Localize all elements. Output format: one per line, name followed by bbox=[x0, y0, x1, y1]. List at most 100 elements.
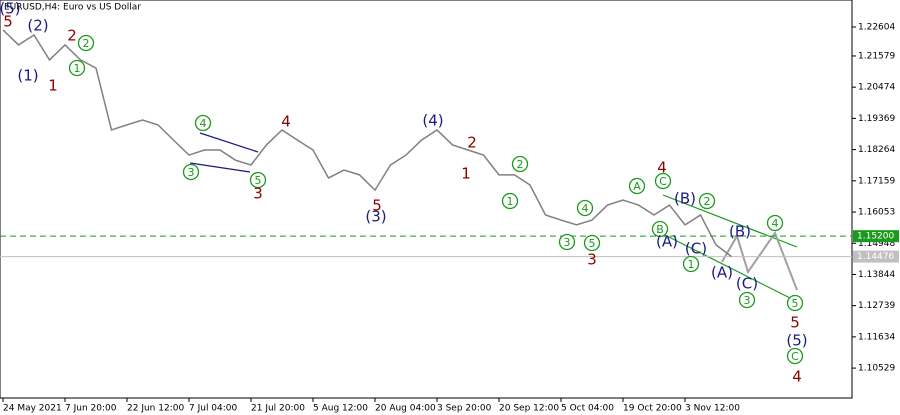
x-tick-label: 7 Jun 20:00 bbox=[65, 404, 117, 414]
wave-label: (1) bbox=[17, 67, 38, 85]
wave-label: 3 bbox=[253, 185, 263, 203]
wave-label: 4 bbox=[657, 159, 667, 177]
x-tick-label: 24 May 2021 bbox=[3, 404, 62, 414]
wave-label: 5 bbox=[255, 174, 262, 187]
trendline bbox=[189, 162, 251, 173]
wave-label: 5 bbox=[792, 297, 799, 310]
price-level-label: 1.15200 bbox=[857, 232, 894, 242]
x-tick-label: 22 Jun 12:00 bbox=[127, 404, 184, 414]
price-level-box bbox=[853, 250, 899, 263]
price-level-label: 1.14476 bbox=[857, 252, 894, 262]
wave-label: 2 bbox=[517, 158, 524, 171]
wave-circle bbox=[194, 114, 212, 132]
y-tick-label: 1.19369 bbox=[858, 114, 895, 124]
wave-label: 1 bbox=[688, 258, 695, 271]
wave-label: 5 bbox=[589, 237, 596, 250]
plot-area bbox=[0, 0, 853, 399]
wave-label: (3) bbox=[365, 208, 386, 226]
wave-circle bbox=[558, 233, 576, 251]
wave-circle bbox=[738, 291, 756, 309]
wave-label: 2 bbox=[704, 195, 711, 208]
price-level-box bbox=[853, 230, 899, 243]
wave-label: (B) bbox=[729, 223, 751, 241]
trendline bbox=[199, 132, 259, 153]
x-tick-label: 21 Jul 20:00 bbox=[251, 404, 305, 414]
wave-circle bbox=[651, 220, 669, 238]
wave-label: (4) bbox=[422, 112, 443, 130]
y-tick-label: 1.14948 bbox=[858, 239, 895, 249]
wave-label: 5 bbox=[3, 13, 13, 31]
wave-label: 3 bbox=[188, 166, 195, 179]
wave-label: 1 bbox=[48, 77, 58, 95]
wave-label: 1 bbox=[461, 165, 471, 183]
wave-circle bbox=[583, 234, 601, 252]
wave-circle bbox=[786, 294, 804, 312]
trendline bbox=[662, 194, 798, 248]
wave-circle bbox=[68, 59, 86, 77]
wave-label: (A) bbox=[656, 233, 678, 251]
wave-label: 4 bbox=[200, 117, 207, 130]
wave-circle bbox=[654, 172, 672, 190]
wave-label: (5) bbox=[786, 332, 807, 350]
y-tick-label: 1.10529 bbox=[858, 364, 895, 374]
wave-circle bbox=[698, 192, 716, 210]
wave-label: 3 bbox=[564, 236, 571, 249]
wave-label: 5 bbox=[372, 197, 382, 215]
wave-circle bbox=[249, 171, 267, 189]
wave-label: 4 bbox=[281, 113, 291, 131]
x-tick-label: 3 Nov 12:00 bbox=[685, 404, 740, 414]
wave-label: C bbox=[791, 350, 799, 363]
trendline bbox=[664, 234, 793, 300]
y-tick-label: 1.20474 bbox=[858, 83, 895, 93]
x-tick-label: 20 Aug 04:00 bbox=[375, 404, 436, 414]
wave-label: (A) bbox=[711, 264, 733, 282]
y-tick-label: 1.22604 bbox=[858, 23, 895, 33]
wave-label: 4 bbox=[582, 202, 589, 215]
wave-circle bbox=[786, 347, 804, 365]
wave-label: (5) bbox=[0, 0, 21, 18]
y-tick-label: 1.12739 bbox=[858, 301, 895, 311]
trendlines bbox=[189, 132, 798, 300]
y-tick-label: 1.17159 bbox=[858, 176, 895, 186]
wave-label: 2 bbox=[83, 37, 90, 50]
wave-label: 1 bbox=[74, 62, 81, 75]
wave-label: 5 bbox=[790, 314, 800, 332]
x-tick-label: 20 Sep 12:00 bbox=[499, 404, 559, 414]
projection bbox=[721, 230, 798, 291]
wave-label: C bbox=[659, 175, 667, 188]
x-tick-label: 19 Oct 20:00 bbox=[623, 404, 682, 414]
wave-circle bbox=[501, 192, 519, 210]
wave-circle bbox=[511, 155, 529, 173]
x-tick-label: 5 Oct 04:00 bbox=[561, 404, 614, 414]
wave-label: A bbox=[633, 180, 641, 193]
y-tick-label: 1.11634 bbox=[858, 332, 895, 342]
wave-label: 1 bbox=[507, 195, 514, 208]
wave-label: B bbox=[656, 223, 664, 236]
wave-label: 4 bbox=[792, 368, 802, 386]
wave-label: (B) bbox=[674, 190, 696, 208]
wave-circle bbox=[77, 34, 95, 52]
chart-title: EURUSD,H4: Euro vs US Dollar bbox=[4, 3, 141, 13]
x-tick-label: 5 Aug 12:00 bbox=[313, 404, 368, 414]
wave-label: 4 bbox=[772, 217, 779, 230]
wave-label: (2) bbox=[27, 17, 48, 35]
wave-circle bbox=[628, 177, 646, 195]
y-tick-label: 1.16053 bbox=[858, 208, 895, 218]
wave-label: (C) bbox=[736, 275, 758, 293]
wave-label: 3 bbox=[587, 251, 597, 269]
y-tick-label: 1.13844 bbox=[858, 270, 895, 280]
wave-label: 3 bbox=[744, 294, 751, 307]
wave-circle bbox=[182, 163, 200, 181]
wave-circle bbox=[576, 199, 594, 217]
wave-label: 2 bbox=[67, 27, 77, 45]
x-tick-label: 3 Sep 20:00 bbox=[437, 404, 492, 414]
wave-label: (C) bbox=[685, 240, 707, 258]
wave-label: 2 bbox=[467, 134, 477, 152]
wave-circle bbox=[766, 214, 784, 232]
x-tick-label: 7 Jul 04:00 bbox=[189, 404, 238, 414]
price-line bbox=[2, 29, 732, 258]
y-tick-label: 1.21579 bbox=[858, 51, 895, 61]
y-tick-label: 1.18264 bbox=[858, 145, 895, 155]
